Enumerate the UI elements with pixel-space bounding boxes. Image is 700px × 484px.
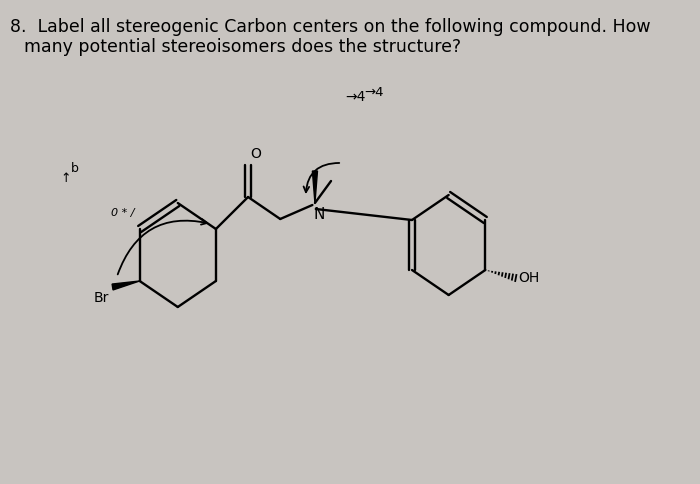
- Text: 0 * /: 0 * /: [111, 208, 134, 218]
- Text: →4: →4: [364, 87, 384, 100]
- Text: OH: OH: [518, 271, 540, 285]
- Text: N: N: [313, 207, 325, 222]
- Text: b: b: [71, 162, 78, 175]
- Text: O: O: [250, 147, 260, 161]
- Polygon shape: [112, 281, 140, 290]
- Text: many potential stereoisomers does the structure?: many potential stereoisomers does the st…: [24, 38, 461, 56]
- Text: Br: Br: [94, 291, 109, 305]
- Text: 8.  Label all stereogenic Carbon centers on the following compound. How: 8. Label all stereogenic Carbon centers …: [10, 18, 651, 36]
- Text: →4: →4: [345, 90, 365, 104]
- Text: ↑: ↑: [61, 171, 71, 184]
- Polygon shape: [312, 171, 318, 203]
